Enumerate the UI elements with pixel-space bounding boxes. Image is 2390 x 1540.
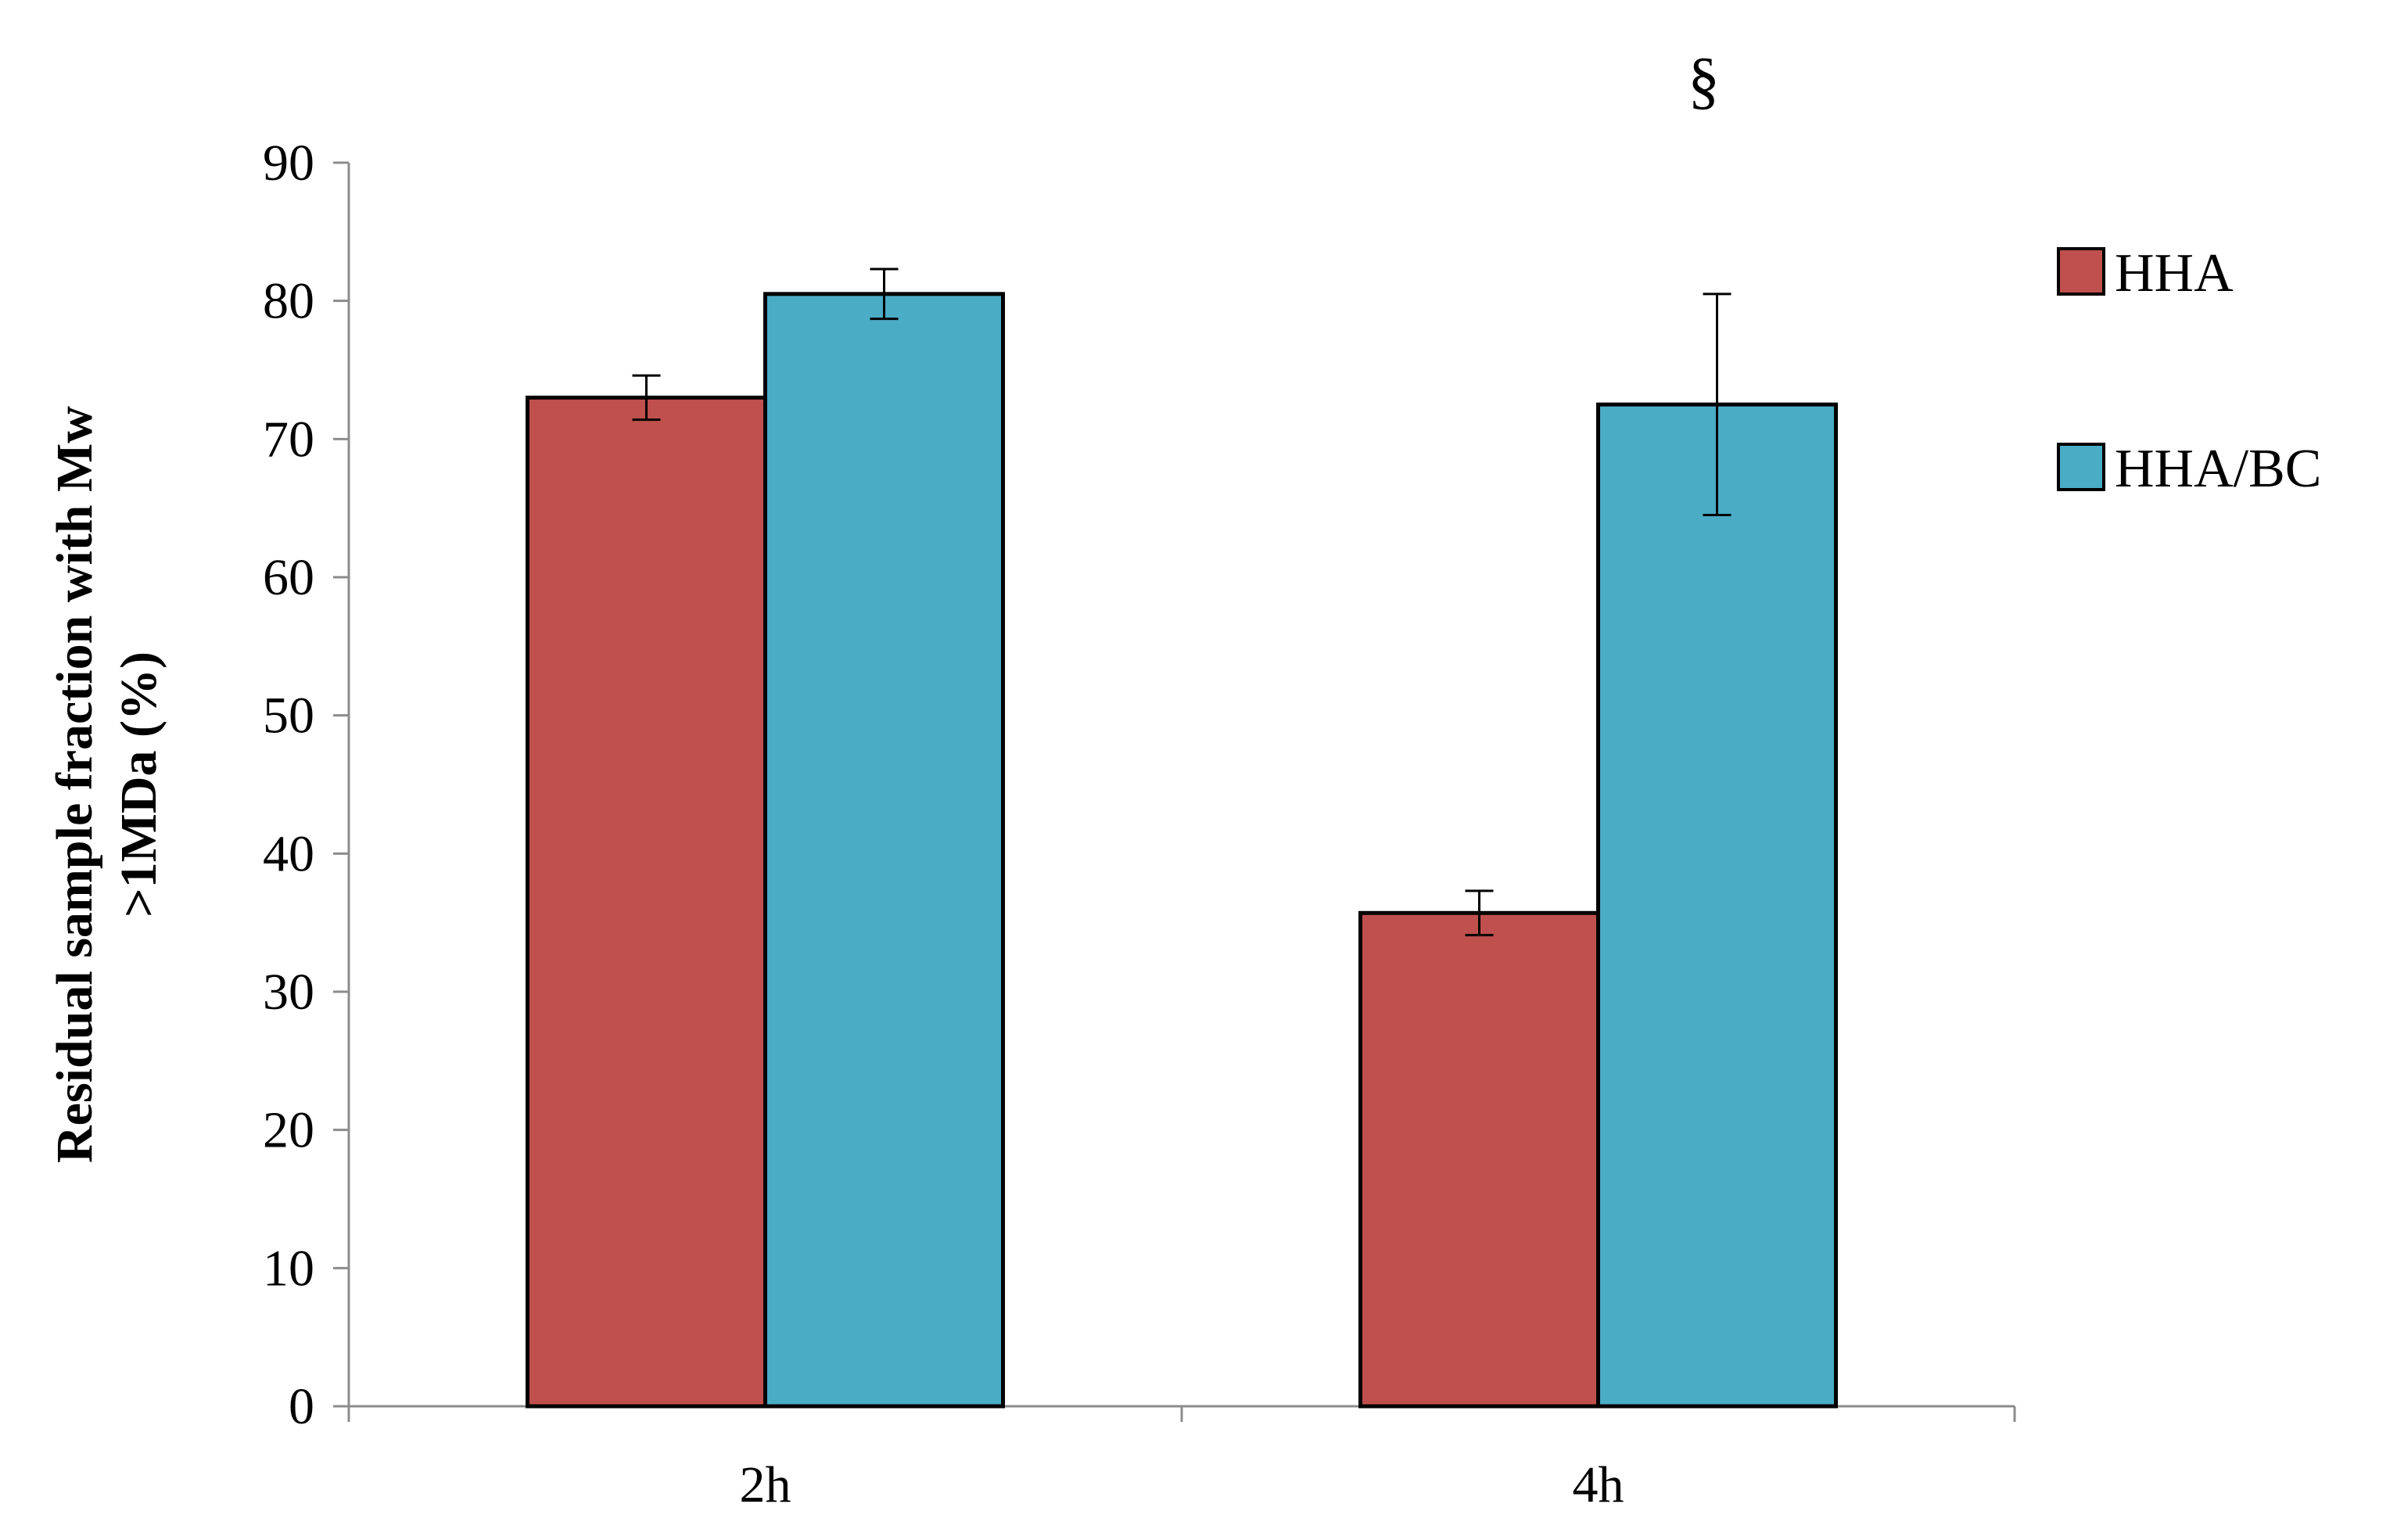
y-tick-label: 30 [263, 964, 314, 1021]
y-tick-label: 10 [263, 1240, 314, 1297]
x-tick-label: 4h [1573, 1456, 1624, 1513]
y-axis-title-line: >1MDa (%) [110, 652, 167, 917]
bar-hha-bc-2h [763, 292, 1005, 1409]
y-axis-title-line: Residual sample fraction with Mw [46, 406, 103, 1163]
y-axis-title: Residual sample fraction with Mw >1MDa (%… [46, 406, 167, 1163]
y-tick-label: 80 [263, 273, 314, 330]
legend-swatch [2057, 443, 2105, 491]
legend-label: HHA [2115, 243, 2234, 303]
bar-hha-2h [526, 395, 767, 1409]
y-tick-label: 70 [263, 411, 314, 468]
significance-marker: § [1688, 45, 1720, 116]
x-tick-label: 2h [740, 1456, 791, 1513]
legend-label: HHA/BC [2115, 439, 2321, 499]
y-tick-label: 60 [263, 549, 314, 606]
y-tick-label: 40 [263, 825, 314, 882]
y-tick-label: 20 [263, 1102, 314, 1159]
bar-hha-bc-4h [1596, 402, 1838, 1409]
legend-swatch [2057, 247, 2105, 296]
y-tick-label: 90 [263, 135, 314, 192]
bar-hha-4h [1358, 910, 1600, 1409]
y-tick-label: 50 [263, 687, 314, 745]
y-tick-label: 0 [289, 1378, 314, 1435]
